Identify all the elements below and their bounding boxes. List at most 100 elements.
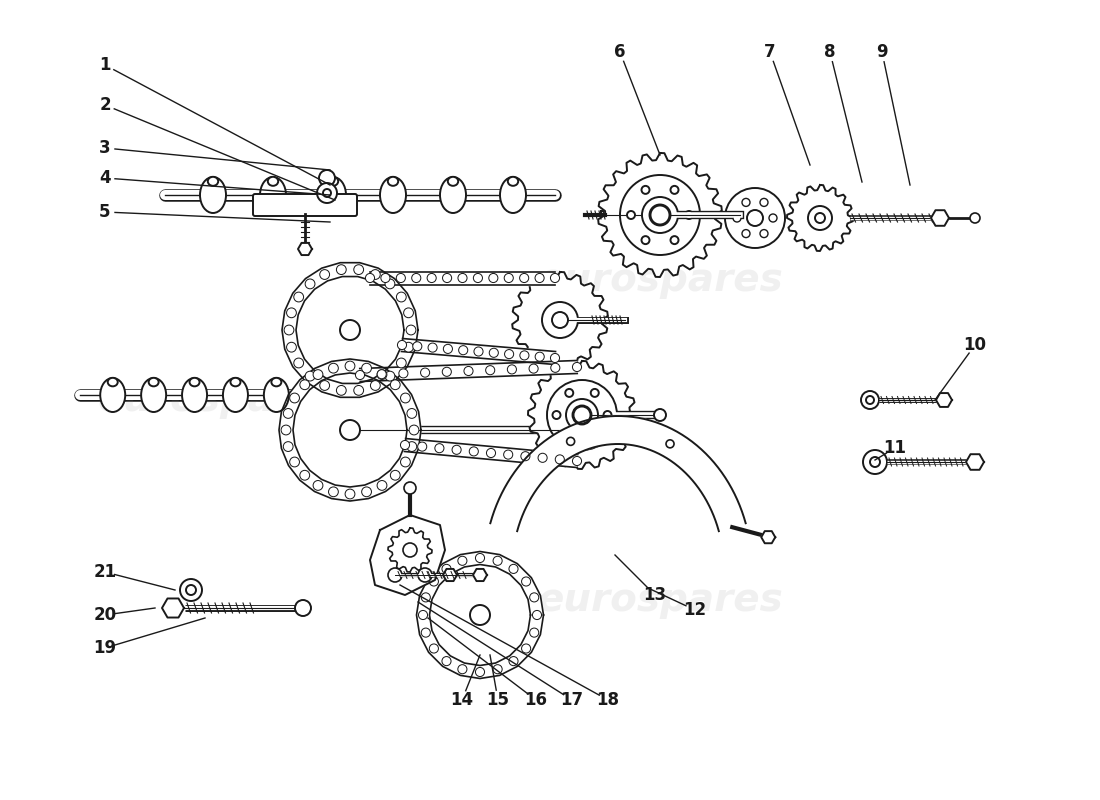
Ellipse shape [223, 378, 248, 412]
Text: 11: 11 [883, 439, 906, 457]
Circle shape [329, 363, 339, 373]
Circle shape [404, 342, 414, 352]
Circle shape [488, 274, 498, 282]
Circle shape [760, 230, 768, 238]
Circle shape [536, 352, 544, 362]
Circle shape [552, 411, 561, 419]
Circle shape [870, 457, 880, 467]
Polygon shape [360, 361, 578, 382]
Circle shape [345, 361, 355, 371]
Circle shape [464, 366, 473, 375]
Circle shape [725, 188, 785, 248]
Polygon shape [405, 438, 578, 467]
Circle shape [404, 308, 414, 318]
Circle shape [490, 348, 498, 358]
Circle shape [320, 381, 330, 390]
Circle shape [418, 568, 432, 582]
Circle shape [505, 350, 514, 358]
Circle shape [418, 610, 428, 619]
Circle shape [377, 370, 387, 379]
Circle shape [760, 198, 768, 206]
Circle shape [742, 198, 750, 206]
Text: 1: 1 [99, 56, 111, 74]
Circle shape [458, 665, 466, 674]
Circle shape [427, 274, 437, 282]
Circle shape [377, 481, 387, 490]
Ellipse shape [208, 177, 218, 186]
Circle shape [284, 409, 293, 418]
Circle shape [572, 362, 582, 371]
Circle shape [428, 343, 437, 352]
Circle shape [323, 189, 331, 197]
Circle shape [666, 440, 674, 448]
Circle shape [458, 556, 466, 566]
Circle shape [550, 354, 560, 362]
Circle shape [538, 454, 547, 462]
Circle shape [473, 274, 483, 282]
Circle shape [289, 393, 299, 403]
Circle shape [459, 346, 468, 354]
Circle shape [294, 358, 304, 368]
Circle shape [493, 665, 503, 674]
Circle shape [442, 367, 451, 376]
Polygon shape [443, 569, 456, 581]
Circle shape [354, 265, 364, 274]
Circle shape [420, 368, 430, 377]
Polygon shape [786, 185, 852, 251]
Ellipse shape [100, 378, 125, 412]
Text: 15: 15 [486, 691, 509, 709]
Text: 10: 10 [964, 336, 987, 354]
Ellipse shape [320, 177, 346, 213]
Circle shape [520, 351, 529, 360]
Polygon shape [282, 262, 418, 398]
Polygon shape [298, 243, 312, 255]
Circle shape [300, 380, 309, 390]
Ellipse shape [272, 378, 282, 386]
Circle shape [566, 399, 598, 431]
Circle shape [429, 644, 439, 653]
Text: 16: 16 [525, 691, 548, 709]
Circle shape [475, 554, 484, 562]
Circle shape [547, 380, 617, 450]
Circle shape [864, 450, 887, 474]
Circle shape [412, 342, 422, 351]
Circle shape [443, 344, 452, 354]
Circle shape [326, 406, 374, 454]
Polygon shape [936, 393, 952, 407]
Circle shape [390, 380, 400, 390]
Text: 19: 19 [94, 639, 117, 657]
Ellipse shape [508, 177, 518, 186]
Circle shape [442, 274, 452, 282]
Circle shape [641, 186, 649, 194]
Circle shape [521, 644, 530, 653]
Circle shape [337, 386, 346, 395]
Circle shape [604, 411, 612, 419]
Circle shape [470, 447, 478, 456]
Text: 21: 21 [94, 563, 117, 581]
Circle shape [180, 579, 202, 601]
Ellipse shape [141, 378, 166, 412]
Text: 4: 4 [99, 169, 111, 187]
Circle shape [371, 381, 381, 390]
Circle shape [287, 308, 296, 318]
Polygon shape [424, 558, 537, 672]
Circle shape [388, 568, 401, 582]
FancyBboxPatch shape [253, 194, 358, 216]
Polygon shape [417, 551, 543, 678]
Circle shape [319, 170, 336, 186]
Circle shape [320, 270, 330, 279]
Circle shape [289, 457, 299, 467]
Text: eurospares: eurospares [537, 581, 783, 619]
Polygon shape [966, 454, 984, 470]
Circle shape [742, 230, 750, 238]
Circle shape [620, 175, 700, 255]
Circle shape [566, 438, 574, 446]
Circle shape [530, 628, 539, 637]
Circle shape [475, 667, 484, 677]
Circle shape [409, 425, 419, 435]
Circle shape [314, 370, 323, 379]
Circle shape [542, 302, 578, 338]
Circle shape [458, 593, 502, 637]
Circle shape [362, 363, 372, 373]
Text: 20: 20 [94, 606, 117, 624]
